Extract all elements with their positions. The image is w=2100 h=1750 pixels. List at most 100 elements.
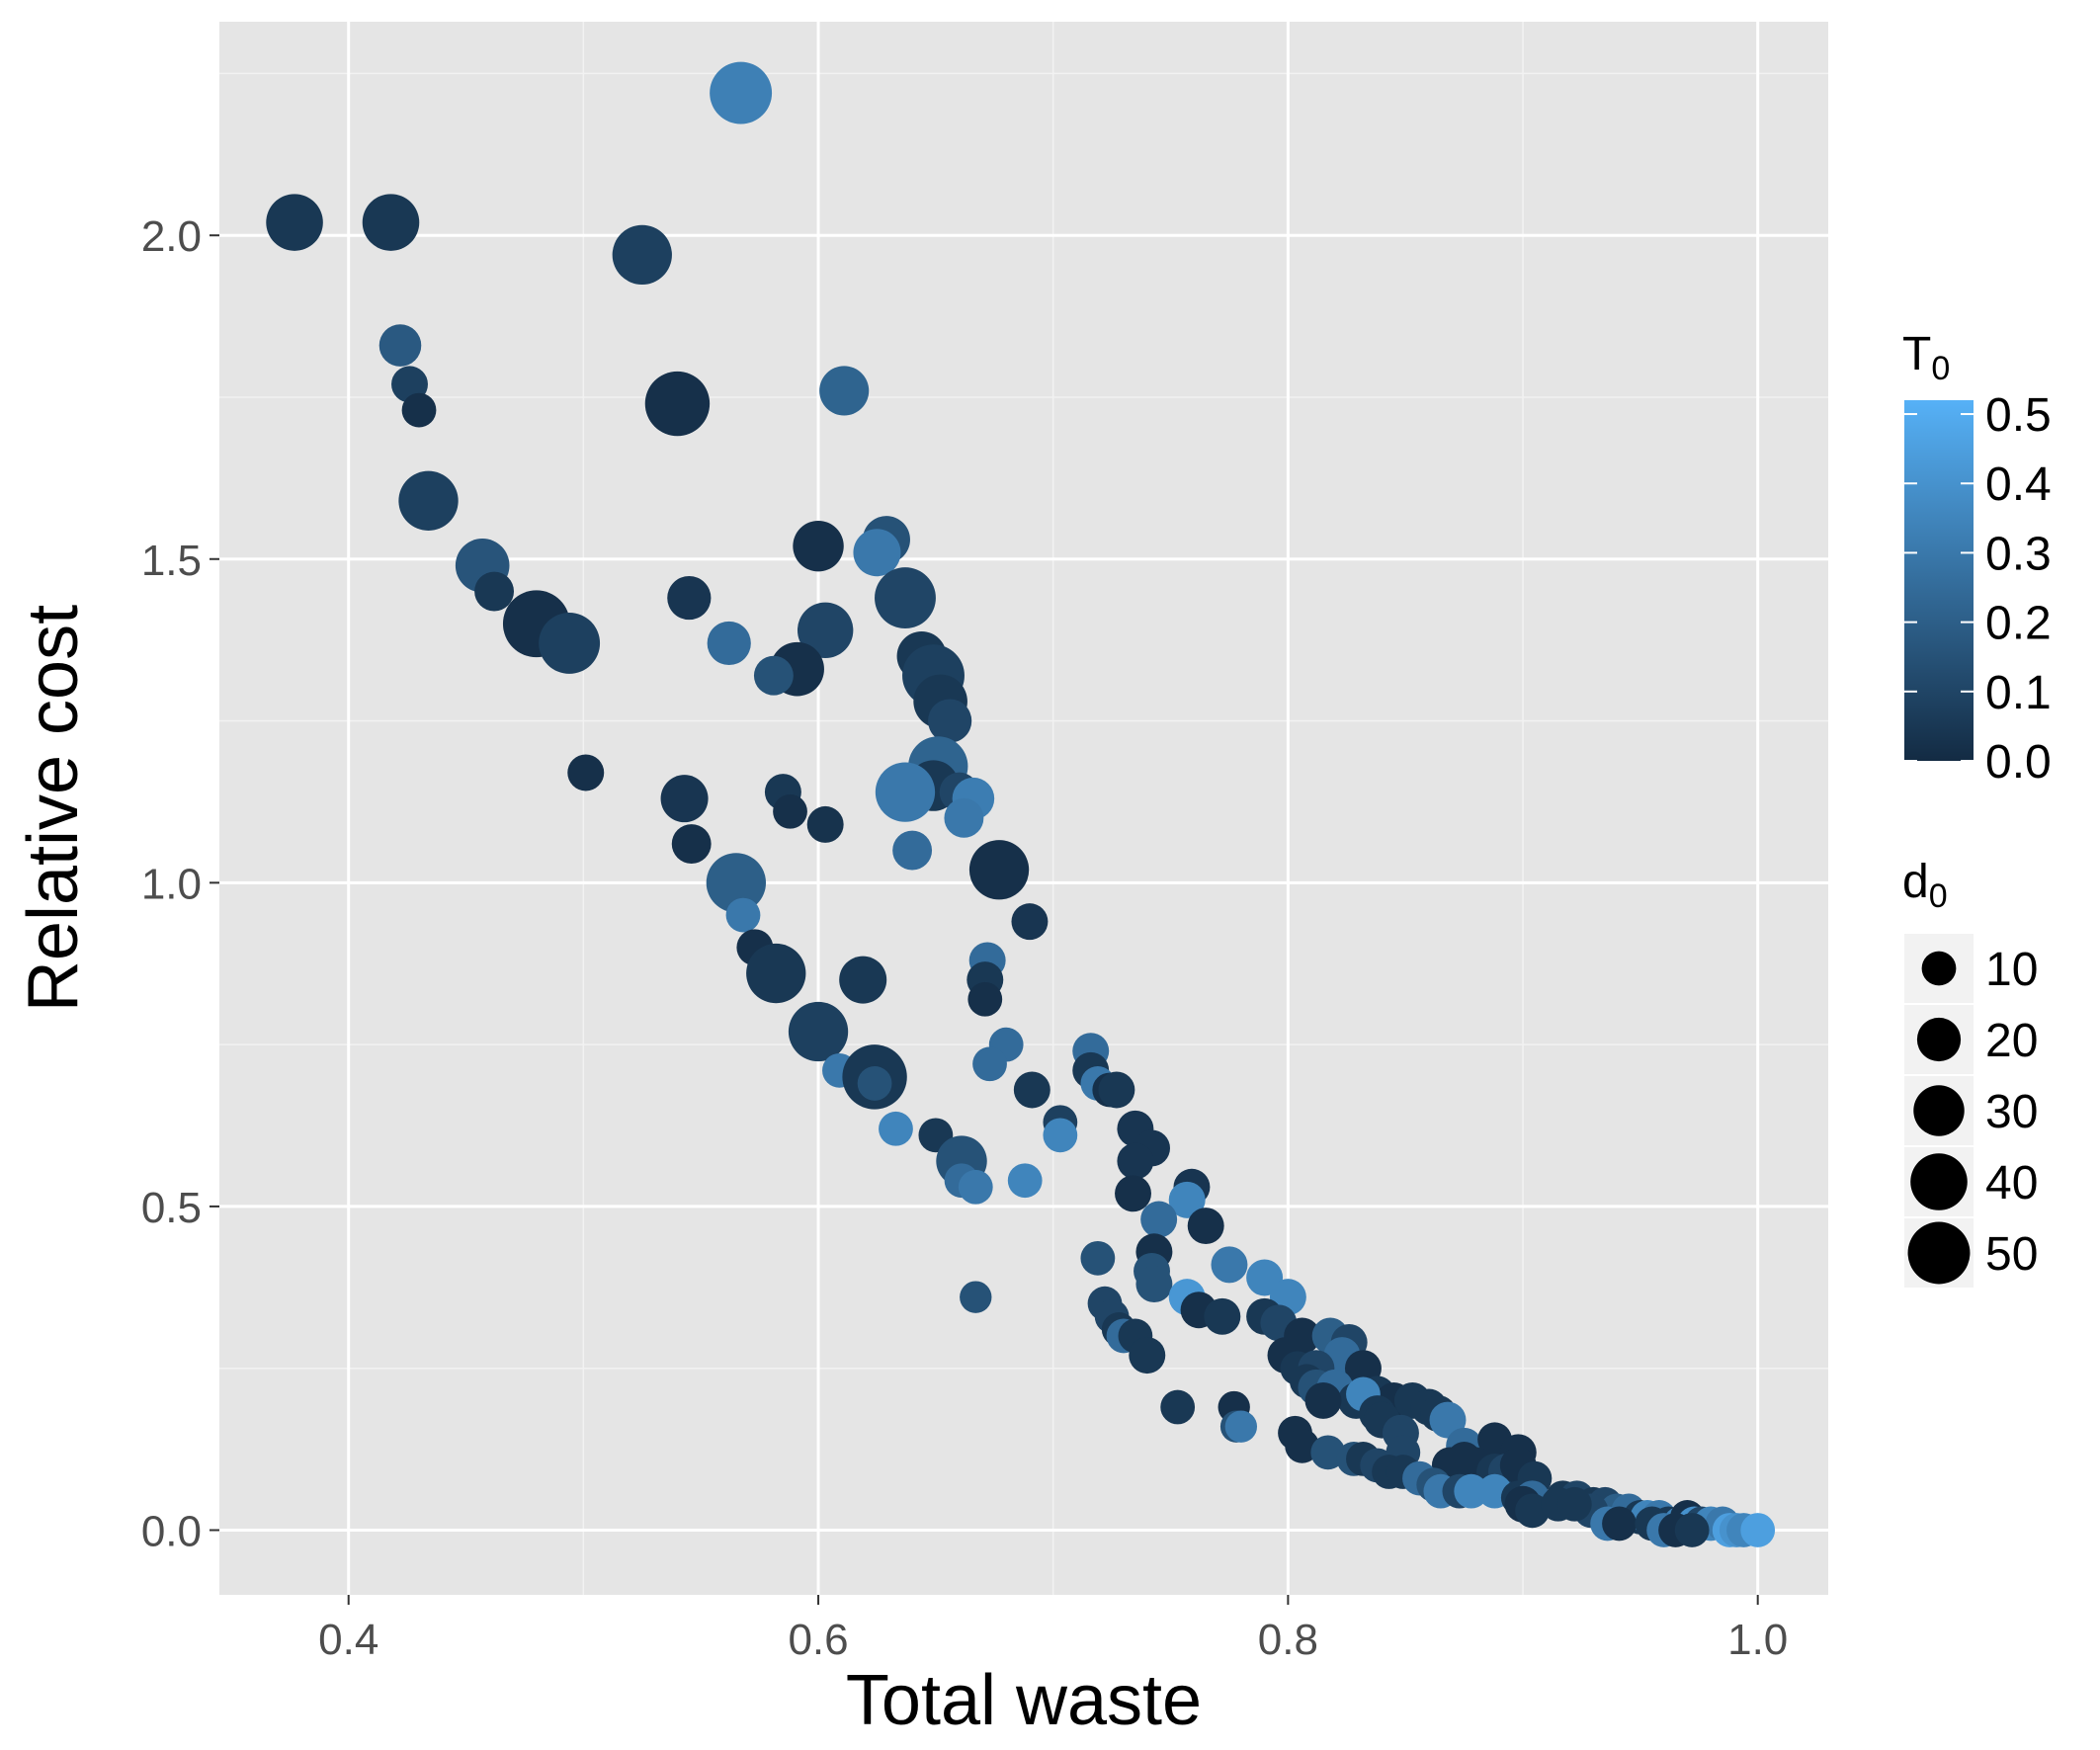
- data-point: [875, 762, 936, 822]
- data-point: [857, 1066, 892, 1101]
- size-legend-title-subscript: 0: [1929, 877, 1948, 915]
- data-point: [1556, 1486, 1592, 1522]
- data-point: [1285, 1428, 1320, 1463]
- size-legend-title-main: d: [1902, 856, 1929, 908]
- data-points: [266, 61, 1776, 1547]
- data-point: [875, 567, 936, 629]
- data-point: [474, 571, 515, 612]
- data-point: [967, 981, 1003, 1017]
- data-point: [671, 824, 712, 864]
- major-gridlines: [219, 22, 1828, 1595]
- minor-gridlines: [219, 22, 1828, 1595]
- color-bar-label: 0.2: [1985, 598, 2052, 650]
- data-point: [1429, 1401, 1467, 1439]
- data-point: [1187, 1208, 1224, 1245]
- data-point: [853, 529, 901, 577]
- panel-background: [219, 22, 1828, 1595]
- y-tick-label: 1.0: [141, 860, 202, 908]
- data-point: [1135, 1266, 1173, 1303]
- data-point: [1080, 1240, 1116, 1276]
- size-legend-label: 10: [1985, 944, 2038, 996]
- data-point: [1204, 1297, 1241, 1335]
- x-tick-label: 1.0: [1727, 1616, 1788, 1664]
- y-tick-label: 2.0: [141, 212, 202, 261]
- data-point: [1115, 1175, 1151, 1212]
- size-legend-label: 30: [1985, 1086, 2038, 1138]
- x-axis: 0.4 0.6 0.8 1.0: [318, 1595, 1788, 1664]
- data-point: [667, 575, 712, 621]
- size-legend-title: d0: [1902, 856, 1948, 915]
- color-bar-label: 0.1: [1985, 667, 2052, 719]
- data-point: [879, 1111, 913, 1146]
- data-point: [1098, 1071, 1135, 1109]
- data-point: [612, 224, 672, 286]
- x-tick-label: 0.8: [1258, 1616, 1318, 1664]
- data-point: [660, 775, 709, 823]
- y-tick-label: 0.0: [141, 1507, 202, 1555]
- data-point: [1224, 1410, 1258, 1443]
- data-point: [944, 797, 984, 838]
- data-point: [1168, 1181, 1206, 1218]
- data-point: [644, 371, 711, 437]
- data-point: [725, 897, 761, 933]
- data-point: [1740, 1513, 1776, 1547]
- y-tick-label: 1.5: [141, 537, 202, 585]
- data-point: [819, 366, 870, 416]
- size-legend-label: 40: [1985, 1157, 2038, 1209]
- data-point: [1310, 1435, 1346, 1470]
- data-point: [839, 956, 887, 1004]
- x-tick-label: 0.4: [318, 1616, 378, 1664]
- color-legend-title-main: T: [1902, 328, 1931, 380]
- data-point: [797, 602, 854, 659]
- size-legend-keys: 10 20 30 40 50: [1904, 934, 2038, 1288]
- data-point: [1140, 1201, 1178, 1238]
- data-point: [378, 324, 422, 367]
- data-point: [1674, 1513, 1710, 1547]
- data-point: [266, 194, 323, 251]
- size-legend-key-dot: [1921, 951, 1957, 986]
- color-legend: T0 0.0 0.1 0.2 0.3 0.4 0.5: [1902, 328, 2052, 789]
- color-bar-label: 0.5: [1985, 389, 2052, 442]
- data-point: [1160, 1389, 1196, 1425]
- color-bar-label: 0.4: [1985, 458, 2052, 511]
- data-point: [753, 655, 794, 696]
- data-point: [1454, 1473, 1489, 1509]
- data-point: [1602, 1506, 1637, 1542]
- x-axis-title: Total waste: [846, 1661, 1202, 1740]
- size-legend-key-dot: [1907, 1221, 1971, 1285]
- data-point: [788, 1001, 849, 1062]
- data-point: [1043, 1118, 1078, 1153]
- data-point: [968, 840, 1030, 900]
- size-legend-key-dot: [1910, 1153, 1968, 1210]
- y-tick-label: 0.5: [141, 1184, 202, 1232]
- data-point: [793, 520, 844, 572]
- data-point: [928, 699, 972, 743]
- data-point: [746, 943, 806, 1004]
- size-legend-key-dot: [1916, 1017, 1962, 1062]
- data-point: [972, 1046, 1007, 1082]
- size-legend-key-dot: [1913, 1085, 1965, 1136]
- data-point: [960, 1281, 992, 1313]
- color-bar: [1904, 400, 1974, 761]
- data-point: [539, 612, 601, 674]
- data-point: [401, 392, 437, 428]
- data-point: [710, 61, 773, 125]
- data-point: [1129, 1337, 1166, 1375]
- data-point: [1211, 1246, 1248, 1284]
- size-legend-label: 20: [1985, 1015, 2038, 1067]
- data-point: [707, 621, 751, 666]
- color-legend-title: T0: [1902, 328, 1950, 387]
- color-bar-label: 0.0: [1985, 736, 2052, 789]
- data-point: [398, 470, 459, 531]
- data-point: [706, 853, 767, 913]
- data-point: [958, 1169, 993, 1205]
- size-legend-label: 50: [1985, 1228, 2038, 1281]
- data-point: [567, 754, 605, 792]
- data-point: [362, 194, 420, 251]
- data-point: [892, 830, 933, 871]
- size-legend: d0 10 20 30 40 50: [1902, 856, 2038, 1288]
- data-point: [1304, 1381, 1342, 1419]
- data-point: [806, 805, 844, 843]
- x-tick-label: 0.6: [788, 1616, 848, 1664]
